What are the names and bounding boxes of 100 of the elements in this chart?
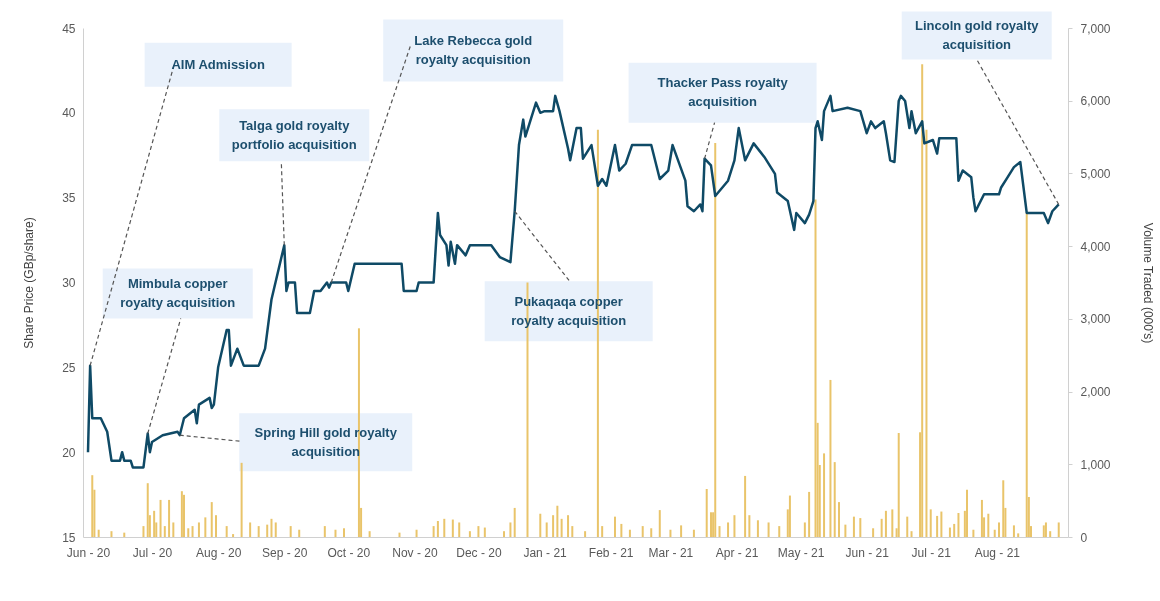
bar: [142, 526, 145, 537]
y2-tick-label: 6,000: [1080, 94, 1111, 109]
bar: [658, 510, 661, 537]
annotation: Lake Rebecca gold royalty acquisition: [414, 33, 533, 67]
bar: [436, 521, 439, 537]
bar: [552, 515, 555, 537]
bar: [748, 515, 751, 537]
bar: [432, 526, 435, 537]
bar: [613, 516, 616, 537]
bar: [274, 522, 277, 537]
y-tick-label: 35: [62, 191, 76, 206]
bar: [650, 528, 653, 537]
bar: [91, 475, 94, 537]
annotation: Thacker Pass royalty acquisition: [657, 75, 789, 110]
bar: [910, 531, 913, 537]
bar: [929, 509, 932, 537]
bar: [778, 526, 781, 537]
y2-tick-label: 1,000: [1080, 457, 1111, 472]
y2-tick-label: 0: [1080, 530, 1088, 545]
bar: [509, 522, 512, 537]
y-tick-label: 45: [62, 21, 76, 36]
bar: [451, 519, 454, 537]
x-tick-label: May - 21: [777, 545, 825, 560]
bar: [163, 526, 166, 537]
bar: [852, 516, 855, 537]
x-tick-label: Aug - 21: [974, 545, 1021, 560]
bar: [289, 526, 292, 537]
bar: [334, 529, 337, 537]
bar: [266, 524, 269, 537]
bar: [560, 518, 563, 537]
bar: [936, 515, 939, 537]
bar: [803, 522, 806, 537]
bar: [641, 526, 644, 537]
bar: [323, 526, 326, 537]
y-tick-label: 40: [62, 106, 76, 121]
bar: [921, 64, 924, 537]
bar: [1049, 531, 1052, 537]
bar: [110, 531, 113, 537]
bar: [257, 526, 260, 537]
bar: [940, 511, 943, 537]
bar: [709, 512, 712, 537]
x-tick-label: Jan - 21: [523, 545, 568, 560]
bar: [368, 531, 371, 537]
x-tick-label: Sep - 20: [262, 545, 308, 560]
y-axis-title: Share Price (GBp/share): [22, 217, 37, 349]
bar: [837, 502, 840, 537]
bar: [249, 522, 252, 537]
y-tick-label: 20: [62, 445, 76, 460]
bar: [906, 516, 909, 537]
bar: [744, 475, 747, 537]
x-tick-label: Jul - 21: [911, 545, 952, 560]
bar: [859, 518, 862, 537]
bar: [880, 518, 883, 537]
bar: [1057, 522, 1060, 537]
bar: [788, 495, 791, 537]
x-tick-label: Oct - 20: [327, 545, 371, 560]
bar: [733, 515, 736, 537]
x-tick-label: Feb - 21: [588, 545, 634, 560]
y2-tick-label: 3,000: [1080, 312, 1111, 327]
x-tick-label: Jul - 20: [132, 545, 173, 560]
bar: [168, 499, 171, 537]
bar: [705, 489, 708, 537]
y2-tick-label: 2,000: [1080, 385, 1111, 400]
bar: [669, 529, 672, 537]
bar: [477, 526, 480, 537]
annotation: Talga gold royalty portfolio acquisition: [231, 117, 357, 152]
bar: [187, 528, 190, 537]
bar: [556, 505, 559, 537]
bar: [1017, 533, 1020, 537]
bar: [458, 522, 461, 537]
bar: [957, 513, 960, 537]
y2-tick-label: 4,000: [1080, 239, 1111, 254]
y2-tick-label: 7,000: [1080, 21, 1111, 36]
x-tick-label: Jun - 21: [845, 545, 890, 560]
bar: [767, 522, 770, 537]
bar: [925, 129, 928, 537]
bar: [601, 526, 604, 537]
y-tick-label: 15: [62, 530, 76, 545]
bar: [270, 518, 273, 537]
bar: [567, 515, 570, 537]
y2-axis-title: Volume Traded (000's): [1140, 222, 1155, 344]
x-tick-label: Nov - 20: [392, 545, 438, 560]
bar: [823, 453, 826, 537]
bar: [714, 142, 717, 537]
bar: [513, 507, 516, 537]
x-tick-label: Dec - 20: [456, 545, 502, 560]
bar: [415, 529, 418, 537]
y2-tick-label: 5,000: [1080, 166, 1111, 181]
annotation: Mimbula copper royalty acquisition: [120, 276, 236, 310]
bar: [692, 529, 695, 537]
bar: [215, 515, 218, 537]
bar: [180, 491, 183, 537]
bar: [987, 513, 990, 537]
bar: [948, 527, 951, 537]
bar: [872, 528, 875, 537]
bar: [814, 199, 817, 537]
bar: [980, 499, 983, 537]
line-series: [86, 94, 1060, 469]
bar: [571, 526, 574, 537]
bar: [584, 531, 587, 537]
